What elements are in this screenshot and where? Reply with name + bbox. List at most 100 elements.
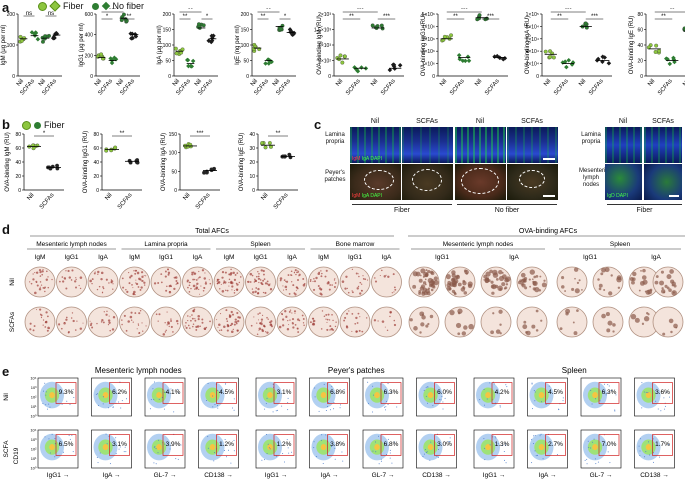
x-group-label: Nil (543, 78, 552, 87)
data-point (196, 22, 201, 27)
event-dot (334, 458, 336, 460)
spot (125, 329, 128, 332)
spot (41, 270, 44, 273)
event-dot (535, 455, 537, 457)
event-dot (378, 463, 380, 465)
ylabel: IgM (μg per ml) (1, 25, 7, 66)
well-circle (556, 266, 588, 298)
chart-b-2: OVA-binding IgA (RU) 0 50 100 150 Nil SCFAs *** (161, 131, 220, 211)
event-dot (233, 409, 235, 411)
spot (366, 279, 369, 281)
event-dot (207, 382, 209, 384)
event-dot (425, 451, 427, 453)
spot (432, 280, 436, 285)
spot (78, 284, 80, 287)
spot (29, 322, 32, 325)
spot (192, 278, 195, 281)
spot (158, 313, 161, 316)
spot (309, 321, 312, 324)
flow-ylabel: CD19 (13, 447, 20, 464)
spot (173, 287, 176, 291)
y-tick-label: 10³ (31, 437, 37, 442)
y-tick-label: 400 (85, 33, 94, 39)
event-dot (492, 436, 494, 438)
data-point (96, 54, 100, 59)
event-dot (68, 434, 70, 436)
spot (191, 273, 194, 276)
event-dot (367, 381, 369, 383)
event-dot (318, 410, 320, 412)
spot (598, 283, 603, 288)
spot (228, 273, 231, 276)
event-dot (614, 410, 616, 412)
event-dot (275, 410, 277, 412)
data-point (465, 54, 471, 60)
spot (192, 284, 196, 288)
spot (224, 281, 227, 284)
spot (344, 316, 347, 319)
elispot-well (652, 306, 684, 338)
event-dot (640, 438, 642, 440)
spot (660, 270, 664, 274)
spot (39, 308, 42, 311)
spot (167, 271, 171, 275)
y-tick-label: 0 (12, 74, 15, 80)
event-dot (125, 451, 127, 453)
spot (34, 291, 37, 295)
spot (130, 311, 133, 314)
event-dot (591, 441, 593, 443)
fiber-marker-icon (38, 1, 47, 11)
spot (617, 286, 621, 289)
spot (217, 326, 219, 328)
isotype-label-ova: IgA (651, 254, 661, 261)
spot (101, 318, 104, 322)
spot (96, 322, 98, 325)
spot (287, 320, 289, 322)
x-group-label: SCFAs (117, 192, 134, 210)
spot (190, 319, 192, 322)
x-group-label: SCFAs (345, 78, 362, 96)
event-dot (150, 399, 152, 401)
spot (157, 282, 160, 284)
spot (231, 289, 233, 291)
spot (494, 284, 499, 289)
spot (231, 313, 235, 316)
x-group-label: Nil (26, 192, 35, 201)
spot (659, 280, 665, 286)
spot (174, 276, 178, 279)
event-dot (605, 394, 607, 396)
event-dot (286, 439, 288, 441)
event-dot (586, 463, 588, 465)
elispot-well (592, 306, 624, 338)
event-dot (423, 453, 425, 455)
density-core (592, 392, 598, 399)
spot (176, 322, 179, 325)
isotype-label-ova: IgG1 (583, 254, 597, 261)
spot (284, 285, 288, 289)
spot (492, 312, 495, 315)
spot (168, 284, 171, 288)
spot (347, 291, 350, 294)
spot (75, 278, 77, 281)
event-dot (537, 454, 539, 456)
sig-label: *** (196, 131, 204, 137)
spot (392, 273, 395, 276)
spot (523, 320, 527, 324)
event-dot (272, 411, 274, 413)
spot (129, 315, 133, 319)
data-point (263, 145, 268, 150)
micro-lp-scfas-nofiber (507, 127, 558, 163)
event-dot (494, 436, 496, 438)
spot (490, 330, 494, 335)
spot (59, 280, 61, 283)
spot (123, 314, 126, 317)
spot (301, 314, 304, 317)
event-dot (442, 401, 444, 403)
spot (138, 312, 141, 315)
event-dot (504, 443, 506, 445)
spot (263, 278, 266, 281)
event-dot (423, 389, 425, 391)
flow-xlabel: GL-7 → (590, 472, 613, 479)
spot (35, 309, 37, 311)
isotype-label: IgM (318, 254, 329, 261)
